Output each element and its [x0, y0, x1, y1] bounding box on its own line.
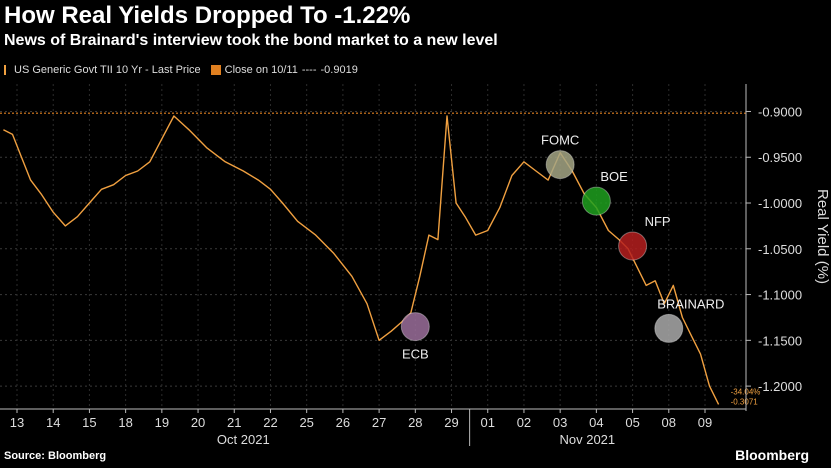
legend-series-label: US Generic Govt TII 10 Yr - Last Price	[14, 64, 201, 76]
y-tick-label: -1.1000	[758, 288, 802, 303]
series-swatch-icon	[4, 65, 10, 75]
chart-title: How Real Yields Dropped To -1.22%	[4, 2, 411, 29]
event-marker-label: ECB	[402, 347, 429, 362]
event-marker	[545, 150, 575, 180]
event-marker	[618, 231, 648, 261]
x-tick-label: 09	[698, 415, 712, 430]
series-line	[3, 115, 720, 405]
y-tick-label: -1.0000	[758, 196, 802, 211]
x-tick-label: 08	[662, 415, 676, 430]
month-label: Nov 2021	[559, 432, 615, 447]
close-swatch-icon	[210, 65, 221, 75]
event-marker-label: BRAINARD	[657, 296, 724, 311]
x-tick-label: 28	[408, 415, 422, 430]
source-note: Source: Bloomberg	[4, 450, 107, 462]
x-tick-label: 25	[299, 415, 313, 430]
month-label: Oct 2021	[217, 432, 270, 447]
y-tick-label: -1.0500	[758, 242, 802, 257]
x-tick-label: 14	[46, 415, 60, 430]
legend-close-value: -0.9019	[320, 64, 358, 76]
y-tick-label: -1.2000	[758, 379, 802, 394]
chart-subtitle: News of Brainard's interview took the bo…	[4, 32, 498, 49]
axes: -0.9000 -0.9500 -1.0000 -1.0500 -1.1000 -1.15…	[0, 84, 831, 447]
legend-close-label: Close on 10/11	[224, 64, 298, 76]
x-tick-label: 04	[589, 415, 603, 430]
y-tick-label: -1.1500	[758, 333, 802, 348]
x-tick-label: 05	[625, 415, 639, 430]
x-tick-label: 13	[10, 415, 24, 430]
event-marker-label: NFP	[645, 214, 671, 229]
y-axis-title: Real Yield (%)	[814, 189, 831, 284]
event-marker	[581, 186, 611, 216]
x-tick-label: 19	[155, 415, 169, 430]
legend: US Generic Govt TII 10 Yr - Last Price C…	[4, 62, 368, 78]
x-tick-label: 15	[82, 415, 96, 430]
event-marker-label: FOMC	[541, 133, 579, 148]
event-marker	[400, 312, 430, 342]
brand-logo: Bloomberg	[735, 447, 809, 463]
x-tick-label: 22	[263, 415, 277, 430]
legend-close-dashes: ----	[301, 64, 317, 76]
x-tick-label: 20	[191, 415, 205, 430]
legend-item-series: US Generic Govt TII 10 Yr - Last Price	[4, 64, 201, 76]
x-tick-label: 21	[227, 415, 241, 430]
x-tick-label: 27	[372, 415, 386, 430]
x-tick-label: 18	[118, 415, 132, 430]
end-value-label: -34.04%	[731, 387, 761, 396]
x-tick-label: 29	[444, 415, 458, 430]
x-tick-label: 02	[517, 415, 531, 430]
event-marker	[654, 313, 684, 343]
legend-item-close: Close on 10/11 ---- -0.9019	[210, 64, 358, 76]
series-group	[3, 115, 720, 405]
y-tick-label: -0.9000	[758, 104, 802, 119]
x-tick-label: 03	[553, 415, 567, 430]
y-tick-label: -0.9500	[758, 150, 802, 165]
event-marker-label: BOE	[600, 169, 628, 184]
x-tick-label: 01	[481, 415, 495, 430]
event-markers: ECB FOMC BOE NFP BRAINARD -34.04%-0.3071	[400, 133, 761, 406]
x-tick-label: 26	[336, 415, 350, 430]
end-value-label: -0.3071	[731, 397, 759, 406]
